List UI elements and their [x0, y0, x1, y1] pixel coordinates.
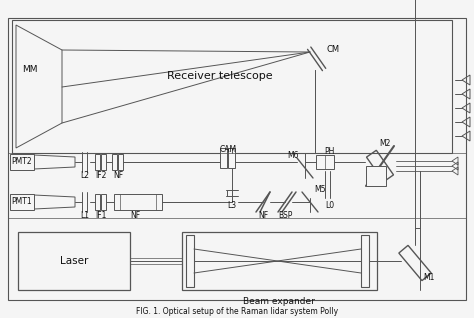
Text: Laser: Laser: [60, 256, 88, 266]
Bar: [182, 232, 377, 290]
Text: M1: M1: [423, 273, 435, 282]
Bar: [10, 194, 34, 210]
Text: PH: PH: [324, 147, 334, 156]
Bar: [10, 154, 34, 170]
Text: PMT2: PMT2: [12, 157, 32, 167]
Text: BSP: BSP: [278, 211, 292, 219]
Bar: [101, 194, 106, 210]
Text: CM: CM: [327, 45, 339, 54]
Text: Receiver telescope: Receiver telescope: [167, 71, 273, 81]
Text: Beam expander: Beam expander: [243, 298, 315, 307]
Text: NF: NF: [130, 211, 140, 220]
Bar: [228, 148, 235, 168]
Bar: [361, 235, 369, 287]
Bar: [220, 148, 227, 168]
Bar: [316, 155, 334, 169]
Bar: [118, 154, 123, 170]
Text: NF: NF: [113, 171, 123, 181]
Text: IF1: IF1: [95, 211, 107, 220]
Bar: [8, 18, 466, 300]
Text: PMT1: PMT1: [12, 197, 32, 206]
Bar: [12, 20, 452, 153]
Text: IF2: IF2: [95, 171, 107, 181]
Bar: [95, 154, 100, 170]
Bar: [114, 194, 162, 210]
Bar: [366, 166, 386, 186]
Text: MM: MM: [22, 66, 38, 74]
Bar: [18, 232, 130, 290]
Bar: [112, 154, 117, 170]
Text: NF: NF: [258, 211, 268, 219]
Bar: [101, 154, 106, 170]
Text: M5: M5: [314, 185, 326, 195]
Text: M6: M6: [287, 150, 299, 160]
Text: L0: L0: [326, 201, 335, 210]
Text: FIG. 1. Optical setup of the Raman lidar system Polly: FIG. 1. Optical setup of the Raman lidar…: [136, 307, 338, 315]
Text: L1: L1: [81, 211, 90, 220]
Bar: [186, 235, 194, 287]
Text: L3: L3: [228, 201, 237, 210]
Text: M2: M2: [379, 140, 391, 149]
Bar: [95, 194, 100, 210]
Text: L2: L2: [81, 171, 90, 181]
Text: CAM: CAM: [219, 146, 237, 155]
